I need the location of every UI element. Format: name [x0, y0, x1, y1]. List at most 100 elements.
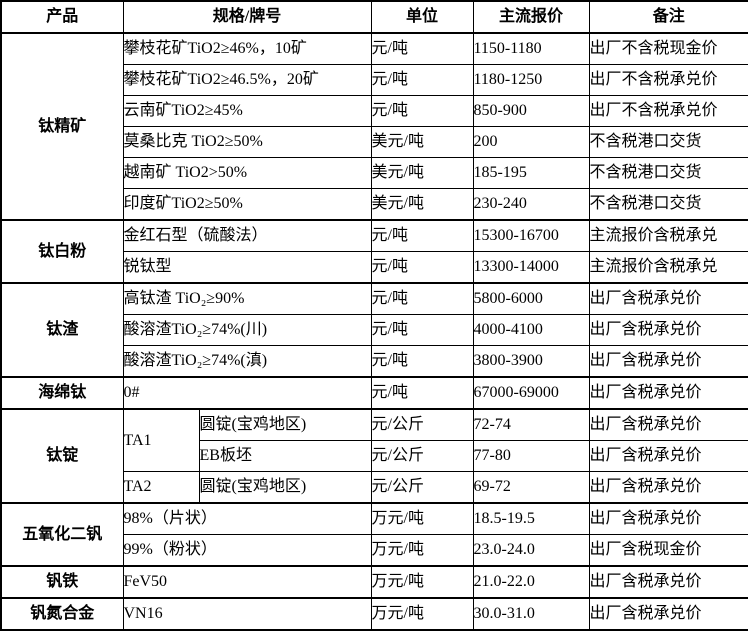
- spec-cell: 圆锭(宝鸡地区): [198, 408, 372, 441]
- price-cell: 21.0-22.0: [472, 565, 590, 599]
- table-row: 酸溶渣TiO₂≥74%(川) 元/吨 4000-4100 出厂含税承兑价: [1, 314, 748, 346]
- price-cell: 69-72: [472, 471, 590, 504]
- unit-cell: 元/吨: [370, 219, 474, 252]
- unit-cell: 元/吨: [370, 282, 474, 315]
- spec-cell: 酸溶渣TiO₂≥74%(滇): [122, 345, 372, 378]
- table-row: 攀枝花矿TiO2≥46.5%，20矿 元/吨 1180-1250 出厂不含税承兑…: [1, 64, 748, 96]
- spec-cell: 金红石型（硫酸法）: [122, 219, 372, 252]
- table-row: 印度矿TiO2≥50% 美元/吨 230-240 不含税港口交货: [1, 188, 748, 221]
- spec-cell: 印度矿TiO2≥50%: [122, 188, 372, 221]
- unit-cell: 元/公斤: [370, 471, 474, 504]
- unit-cell: 万元/吨: [370, 597, 474, 631]
- spec-cell: 莫桑比克 TiO2≥50%: [122, 126, 372, 158]
- price-cell: 3800-3900: [472, 345, 590, 378]
- unit-cell: 美元/吨: [370, 188, 474, 221]
- spec-cell: 圆锭(宝鸡地区): [198, 471, 372, 504]
- product-cell: 钛锭: [0, 408, 124, 504]
- note-cell: 出厂含税承兑价: [588, 282, 748, 315]
- unit-cell: 美元/吨: [370, 157, 474, 189]
- note-cell: 出厂含税承兑价: [588, 314, 748, 346]
- header-row: 产品 规格/牌号 单位 主流报价 备注: [0, 0, 748, 34]
- note-cell: 不含税港口交货: [588, 126, 748, 158]
- table-row: 钛精矿 攀枝花矿TiO2≥46%，10矿 元/吨 1150-1180 出厂不含税…: [0, 32, 748, 221]
- table-row: 酸溶渣TiO₂≥74%(滇) 元/吨 3800-3900 出厂含税承兑价: [1, 345, 748, 378]
- unit-cell: 元/公斤: [370, 440, 474, 472]
- price-cell: 30.0-31.0: [472, 597, 590, 631]
- note-cell: 出厂含税承兑价: [588, 408, 748, 441]
- price-cell: 72-74: [472, 408, 590, 441]
- grade-cell: TA1: [122, 408, 200, 472]
- spec-cell: 攀枝花矿TiO2≥46.5%，20矿: [122, 64, 372, 96]
- price-cell: 1150-1180: [472, 32, 590, 65]
- spec-cell: 98%（片状）: [122, 502, 372, 535]
- product-cell: 钛渣: [0, 282, 124, 378]
- note-cell: 主流报价含税承兑: [588, 219, 748, 252]
- spec-cell: EB板坯: [198, 440, 372, 472]
- table-row: 钛锭 TA1 圆锭(宝鸡地区) 元/公斤 72-74 出厂含税承兑价: [0, 408, 748, 504]
- table-row: EB板坯 元/公斤 77-80 出厂含税承兑价: [1, 440, 748, 472]
- price-cell: 15300-16700: [472, 219, 590, 252]
- product-cell: 钒铁: [0, 565, 124, 599]
- price-cell: 1180-1250: [472, 64, 590, 96]
- note-cell: 不含税港口交货: [588, 157, 748, 189]
- spec-cell: 99%（粉状）: [122, 534, 372, 567]
- table-row: TA2 圆锭(宝鸡地区) 元/公斤 69-72 出厂含税承兑价: [1, 471, 748, 504]
- table-row: 钛白粉 金红石型（硫酸法） 元/吨 15300-16700 主流报价含税承兑: [0, 219, 748, 284]
- price-cell: 230-240: [472, 188, 590, 221]
- col-header-spec: 规格/牌号: [122, 0, 372, 34]
- product-cell: 五氧化二钒: [0, 502, 124, 567]
- spec-cell: 酸溶渣TiO₂≥74%(川): [122, 314, 372, 346]
- note-cell: 不含税港口交货: [588, 188, 748, 221]
- product-cell: 海绵钛: [0, 376, 124, 410]
- note-cell: 出厂含税承兑价: [588, 502, 748, 535]
- price-cell: 5800-6000: [472, 282, 590, 315]
- unit-cell: 元/吨: [370, 32, 474, 65]
- unit-cell: 元/吨: [370, 376, 474, 410]
- note-cell: 出厂含税现金价: [588, 534, 748, 567]
- price-cell: 23.0-24.0: [472, 534, 590, 567]
- spec-cell: FeV50: [122, 565, 372, 599]
- product-cell: 钛白粉: [0, 219, 124, 284]
- unit-cell: 万元/吨: [370, 534, 474, 567]
- price-cell: 185-195: [472, 157, 590, 189]
- unit-cell: 元/吨: [370, 314, 474, 346]
- price-cell: 850-900: [472, 95, 590, 127]
- price-cell: 67000-69000: [472, 376, 590, 410]
- table-row: 五氧化二钒 98%（片状） 万元/吨 18.5-19.5 出厂含税承兑价: [0, 502, 748, 567]
- unit-cell: 元/吨: [370, 251, 474, 284]
- table-row: 钒氮合金 VN16 万元/吨 30.0-31.0 出厂含税承兑价: [0, 597, 748, 631]
- note-cell: 出厂含税承兑价: [588, 597, 748, 631]
- note-cell: 出厂含税承兑价: [588, 345, 748, 378]
- spec-cell: VN16: [122, 597, 372, 631]
- table-row: 钒铁 FeV50 万元/吨 21.0-22.0 出厂含税承兑价: [0, 565, 748, 599]
- col-header-unit: 单位: [370, 0, 474, 34]
- spec-cell: 攀枝花矿TiO2≥46%，10矿: [122, 32, 372, 65]
- unit-cell: 元/吨: [370, 345, 474, 378]
- note-cell: 出厂含税承兑价: [588, 440, 748, 472]
- note-cell: 出厂含税承兑价: [588, 376, 748, 410]
- unit-cell: 元/吨: [370, 64, 474, 96]
- note-cell: 主流报价含税承兑: [588, 251, 748, 284]
- unit-cell: 万元/吨: [370, 502, 474, 535]
- note-cell: 出厂含税承兑价: [588, 565, 748, 599]
- spec-cell: 高钛渣 TiO₂≥90%: [122, 282, 372, 315]
- note-cell: 出厂不含税承兑价: [588, 95, 748, 127]
- table-row: 99%（粉状） 万元/吨 23.0-24.0 出厂含税现金价: [1, 534, 748, 567]
- spec-cell: 越南矿 TiO2>50%: [122, 157, 372, 189]
- table-row: 越南矿 TiO2>50% 美元/吨 185-195 不含税港口交货: [1, 157, 748, 189]
- product-cell: 钛精矿: [0, 32, 124, 221]
- unit-cell: 万元/吨: [370, 565, 474, 599]
- price-cell: 13300-14000: [472, 251, 590, 284]
- product-cell: 钒氮合金: [0, 597, 124, 631]
- grade-cell: TA2: [122, 471, 200, 504]
- note-cell: 出厂不含税现金价: [588, 32, 748, 65]
- note-cell: 出厂含税承兑价: [588, 471, 748, 504]
- table-row: 钛渣 高钛渣 TiO₂≥90% 元/吨 5800-6000 出厂含税承兑价: [0, 282, 748, 378]
- price-cell: 18.5-19.5: [472, 502, 590, 535]
- spec-cell: 云南矿TiO2≥45%: [122, 95, 372, 127]
- unit-cell: 美元/吨: [370, 126, 474, 158]
- price-cell: 77-80: [472, 440, 590, 472]
- col-header-note: 备注: [588, 0, 748, 34]
- col-header-price: 主流报价: [472, 0, 590, 34]
- table-row: 海绵钛 0# 元/吨 67000-69000 出厂含税承兑价: [0, 376, 748, 410]
